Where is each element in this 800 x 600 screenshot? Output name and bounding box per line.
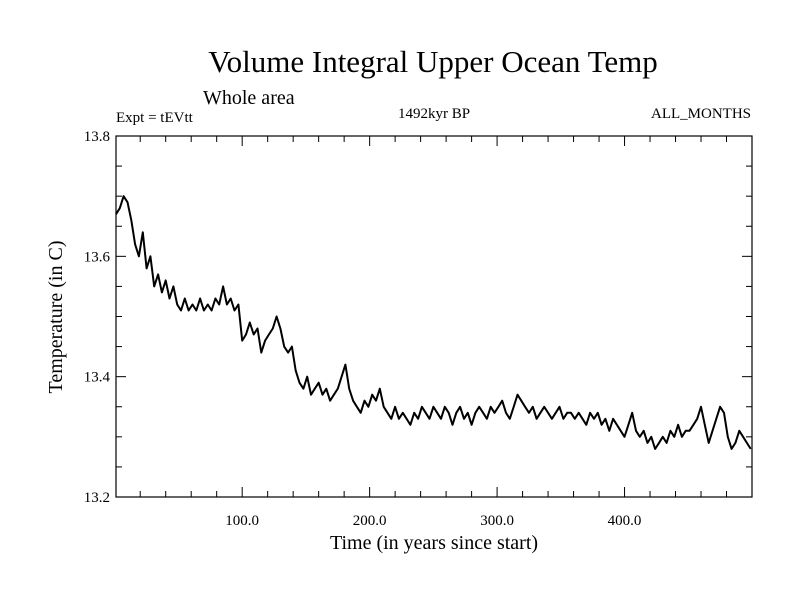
temperature-series-line	[115, 195, 752, 450]
months-label: ALL_MONTHS	[651, 106, 751, 122]
date-label: 1492kyr BP	[398, 106, 470, 122]
axis-ticks	[116, 136, 752, 497]
chart-subtitle: Whole area	[203, 87, 295, 109]
chart-title: Volume Integral Upper Ocean Temp	[208, 44, 658, 79]
y-tick-label: 13.4	[84, 370, 111, 386]
x-tick-label: 300.0	[480, 513, 514, 529]
y-tick-label: 13.2	[84, 490, 110, 506]
y-tick-label: 13.8	[84, 129, 110, 145]
tick-labels: 100.0 200.0 300.0 400.0 13.2 13.4 13.6 13.8	[84, 129, 642, 529]
y-tick-label: 13.6	[84, 249, 111, 265]
expt-label: Expt = tEVtt	[116, 110, 194, 126]
x-tick-label: 100.0	[225, 513, 259, 529]
x-tick-label: 200.0	[353, 513, 387, 529]
x-tick-label: 400.0	[608, 513, 642, 529]
y-axis-label: Temperature (in C)	[45, 241, 67, 394]
x-axis-label: Time (in years since start)	[330, 532, 538, 554]
plot-frame	[115, 135, 753, 498]
